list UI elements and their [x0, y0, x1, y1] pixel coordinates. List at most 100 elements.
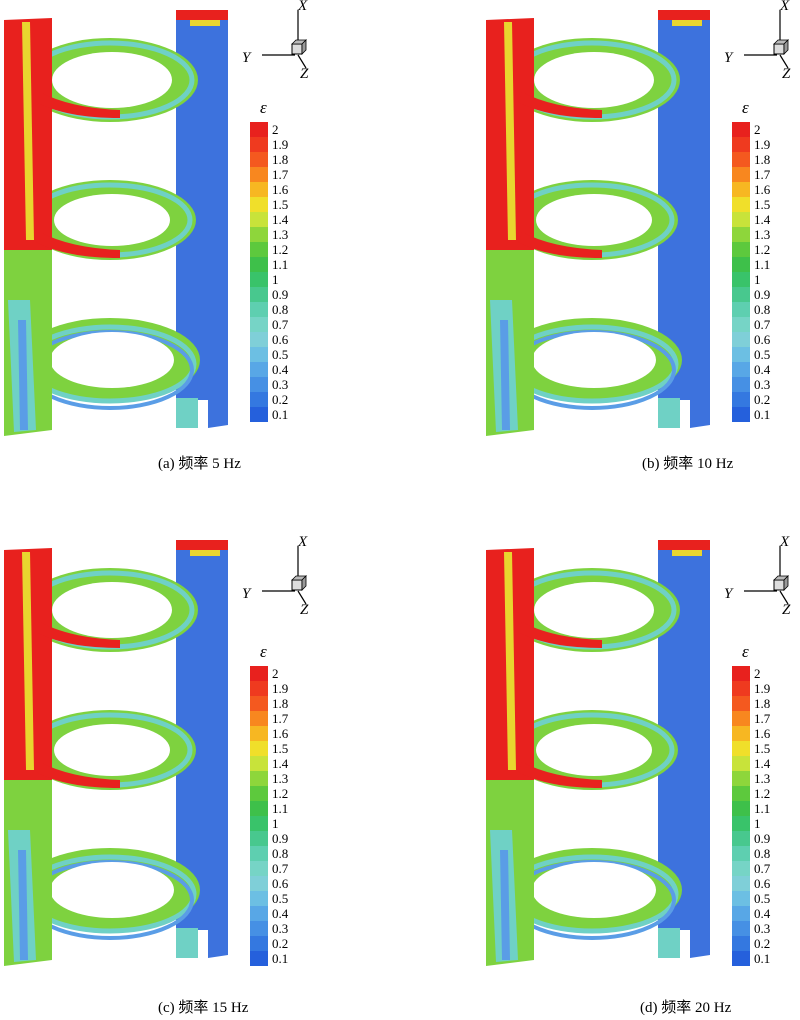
legend-swatch	[732, 182, 750, 197]
legend-swatch	[732, 906, 750, 921]
left-column-lower-core	[500, 320, 510, 430]
legend-tick-label: 2	[754, 122, 761, 137]
legend-swatch	[250, 936, 268, 951]
legend-swatch	[250, 816, 268, 831]
legend-title: ε	[742, 642, 749, 661]
legend-swatch	[732, 317, 750, 332]
legend-swatch	[732, 122, 750, 137]
legend-swatch	[250, 122, 268, 137]
legend-tick-label: 1.3	[272, 771, 289, 786]
legend-swatch	[732, 347, 750, 362]
axis-z-label: Z	[300, 66, 309, 82]
legend-tick-label: 1.2	[272, 786, 289, 801]
legend-swatch	[250, 302, 268, 317]
upper-arm	[518, 622, 602, 648]
legend-tick-label: 1.8	[754, 152, 771, 167]
legend-tick-label: 1.6	[272, 182, 289, 197]
panel-c: X Y Z ε 2 1.9 1.8 1.7 1.6 1.5 1.4 1.3 1.2 1.1 1 0.9 0…	[0, 530, 400, 1020]
legend-swatch	[732, 287, 750, 302]
axis-triad: X Y Z	[240, 0, 310, 82]
legend-swatch	[732, 362, 750, 377]
axis-triad-icon	[744, 546, 789, 605]
axis-x-label: X	[298, 0, 308, 14]
legend-swatch	[732, 711, 750, 726]
legend-tick-label: 1.1	[754, 257, 771, 272]
left-column-band	[504, 552, 516, 770]
legend-swatch	[732, 392, 750, 407]
legend-swatch	[250, 696, 268, 711]
right-column-top-band	[672, 20, 702, 26]
legend-tick-label: 0.6	[272, 876, 289, 891]
legend-swatch	[250, 377, 268, 392]
legend-swatch	[250, 257, 268, 272]
legend-swatch	[732, 831, 750, 846]
legend-swatch	[250, 347, 268, 362]
legend-tick-label: 1.6	[754, 182, 771, 197]
legend-tick-label: 0.9	[754, 287, 771, 302]
legend-tick-label: 0.1	[272, 407, 289, 422]
legend-swatch	[732, 771, 750, 786]
legend-tick-label: 0.5	[754, 891, 771, 906]
legend-tick-label: 1.3	[754, 771, 771, 786]
legend-tick-label: 1	[272, 816, 279, 831]
legend-tick-label: 0.2	[754, 392, 771, 407]
legend-tick-label: 1.5	[754, 197, 771, 212]
legend-tick-label: 0.7	[272, 317, 289, 332]
legend-swatch	[732, 137, 750, 152]
legend-tick-label: 1.9	[754, 681, 771, 696]
right-column-top	[658, 10, 710, 20]
legend-tick-label: 0.4	[272, 362, 289, 377]
axis-y-label: Y	[724, 586, 733, 602]
legend-tick-label: 0.3	[754, 921, 771, 936]
legend-tick-label: 0.1	[754, 951, 771, 966]
legend-swatch	[732, 861, 750, 876]
legend-swatch	[250, 212, 268, 227]
legend-tick-label: 0.4	[272, 906, 289, 921]
right-column-top	[176, 540, 228, 550]
caption-d: (d) 频率 20 Hz	[640, 1000, 732, 1016]
legend-swatch	[250, 137, 268, 152]
caption-a: (a) 频率 5 Hz	[158, 456, 241, 472]
legend-title: ε	[260, 98, 267, 117]
legend-tick-label: 2	[754, 666, 761, 681]
axis-x-label: X	[298, 534, 308, 550]
legend-tick-label: 1.4	[272, 756, 289, 771]
legend-title: ε	[260, 642, 267, 661]
right-column	[176, 10, 228, 428]
legend-tick-label: 0.7	[754, 861, 771, 876]
legend-swatch	[732, 726, 750, 741]
axis-y-label: Y	[242, 50, 251, 66]
ring-hole	[50, 862, 174, 918]
ring-hole	[54, 724, 170, 776]
legend-tick-label: 1.6	[272, 726, 289, 741]
legend-tick-label: 1.1	[272, 801, 289, 816]
ring-hole	[536, 724, 652, 776]
right-column-top-band	[672, 550, 702, 556]
upper-arm	[36, 92, 120, 118]
legend-tick-label: 1.9	[754, 137, 771, 152]
legend-swatch	[250, 786, 268, 801]
legend-title: ε	[742, 98, 749, 117]
legend-tick-label: 0.9	[272, 287, 289, 302]
legend-tick-label: 1	[754, 272, 761, 287]
legend-tick-label: 1.5	[272, 197, 289, 212]
axis-triad-icon	[262, 10, 307, 69]
legend-swatch	[732, 756, 750, 771]
axis-z-label: Z	[782, 66, 791, 82]
legend-swatch	[250, 167, 268, 182]
legend-tick-label: 1.7	[272, 167, 289, 182]
middle-arm	[36, 762, 120, 788]
legend-swatch	[250, 801, 268, 816]
legend-swatch	[732, 377, 750, 392]
legend-swatch	[732, 167, 750, 182]
legend-tick-label: 0.2	[754, 936, 771, 951]
legend-tick-label: 0.2	[272, 936, 289, 951]
legend-tick-label: 0.9	[754, 831, 771, 846]
legend-tick-label: 1.8	[754, 696, 771, 711]
legend-swatch	[732, 936, 750, 951]
legend-tick-label: 0.2	[272, 392, 289, 407]
right-leg	[176, 928, 198, 958]
legend-swatch	[732, 302, 750, 317]
legend-tick-label: 0.3	[272, 377, 289, 392]
legend-tick-label: 1	[272, 272, 279, 287]
